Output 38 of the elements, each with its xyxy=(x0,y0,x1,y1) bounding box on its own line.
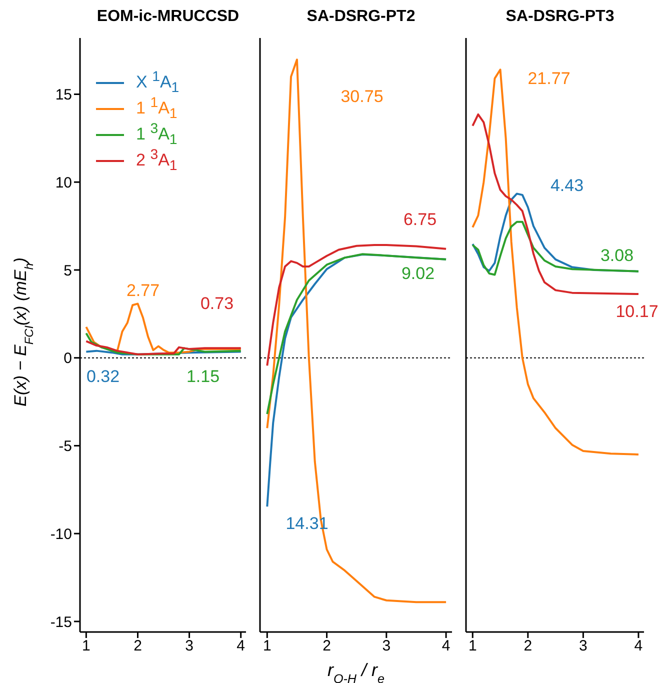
x-tick-label: 4 xyxy=(634,638,643,655)
annotation: 1.15 xyxy=(186,367,220,387)
legend-label: 1 $^{3}$A$_{1}$ xyxy=(136,121,178,149)
y-tick-label: 10 xyxy=(55,174,72,192)
annotation: 30.75 xyxy=(340,87,384,107)
annotation: 4.43 xyxy=(550,176,584,196)
x-tick-label: 3 xyxy=(579,638,588,655)
chart-title: SA-DSRG-PT2 xyxy=(306,8,416,27)
y-tick-label: 15 xyxy=(55,86,72,104)
y-tick-label: -15 xyxy=(50,614,72,631)
chart-title: EOM-ic-MRUCCSD xyxy=(96,8,240,27)
x-tick-label: 2 xyxy=(322,638,331,655)
legend-label: 1 $^{1}$A$_{1}$ xyxy=(136,95,178,123)
x-tick-label: 4 xyxy=(442,638,450,655)
x-tick-label: 1 xyxy=(82,638,90,655)
x-tick-label: 1 xyxy=(262,638,272,655)
x-tick-label: 4 xyxy=(236,638,246,655)
y-tick-label: -5 xyxy=(58,438,72,456)
x-axis-title: r$_{O-H}$ / r$_{e}$ xyxy=(327,660,385,683)
legend-label: X $^{1}$A$_{1}$ xyxy=(136,69,180,97)
annotation: 0.73 xyxy=(200,294,234,314)
annotation: 3.08 xyxy=(600,246,634,266)
y-tick-label: -10 xyxy=(50,526,72,543)
chart-title: SA-DSRG-PT3 xyxy=(504,8,616,27)
x-tick-label: 2 xyxy=(134,638,142,655)
y-tick-label: 0 xyxy=(64,350,72,368)
x-tick-label: 1 xyxy=(468,638,477,655)
x-tick-label: 3 xyxy=(382,638,391,655)
y-tick-label: 5 xyxy=(64,262,72,280)
x-tick-label: 3 xyxy=(185,638,194,655)
annotation: 0.32 xyxy=(86,367,120,387)
annotation: 21.77 xyxy=(528,69,570,89)
legend-label: 2 $^{3}$A$_{1}$ xyxy=(136,147,178,175)
annotation: 2.77 xyxy=(126,281,160,301)
annotation: 6.75 xyxy=(403,210,437,230)
annotation: 10.17 xyxy=(616,302,658,322)
annotation: 9.02 xyxy=(401,264,435,284)
x-tick-label: 2 xyxy=(524,638,532,655)
